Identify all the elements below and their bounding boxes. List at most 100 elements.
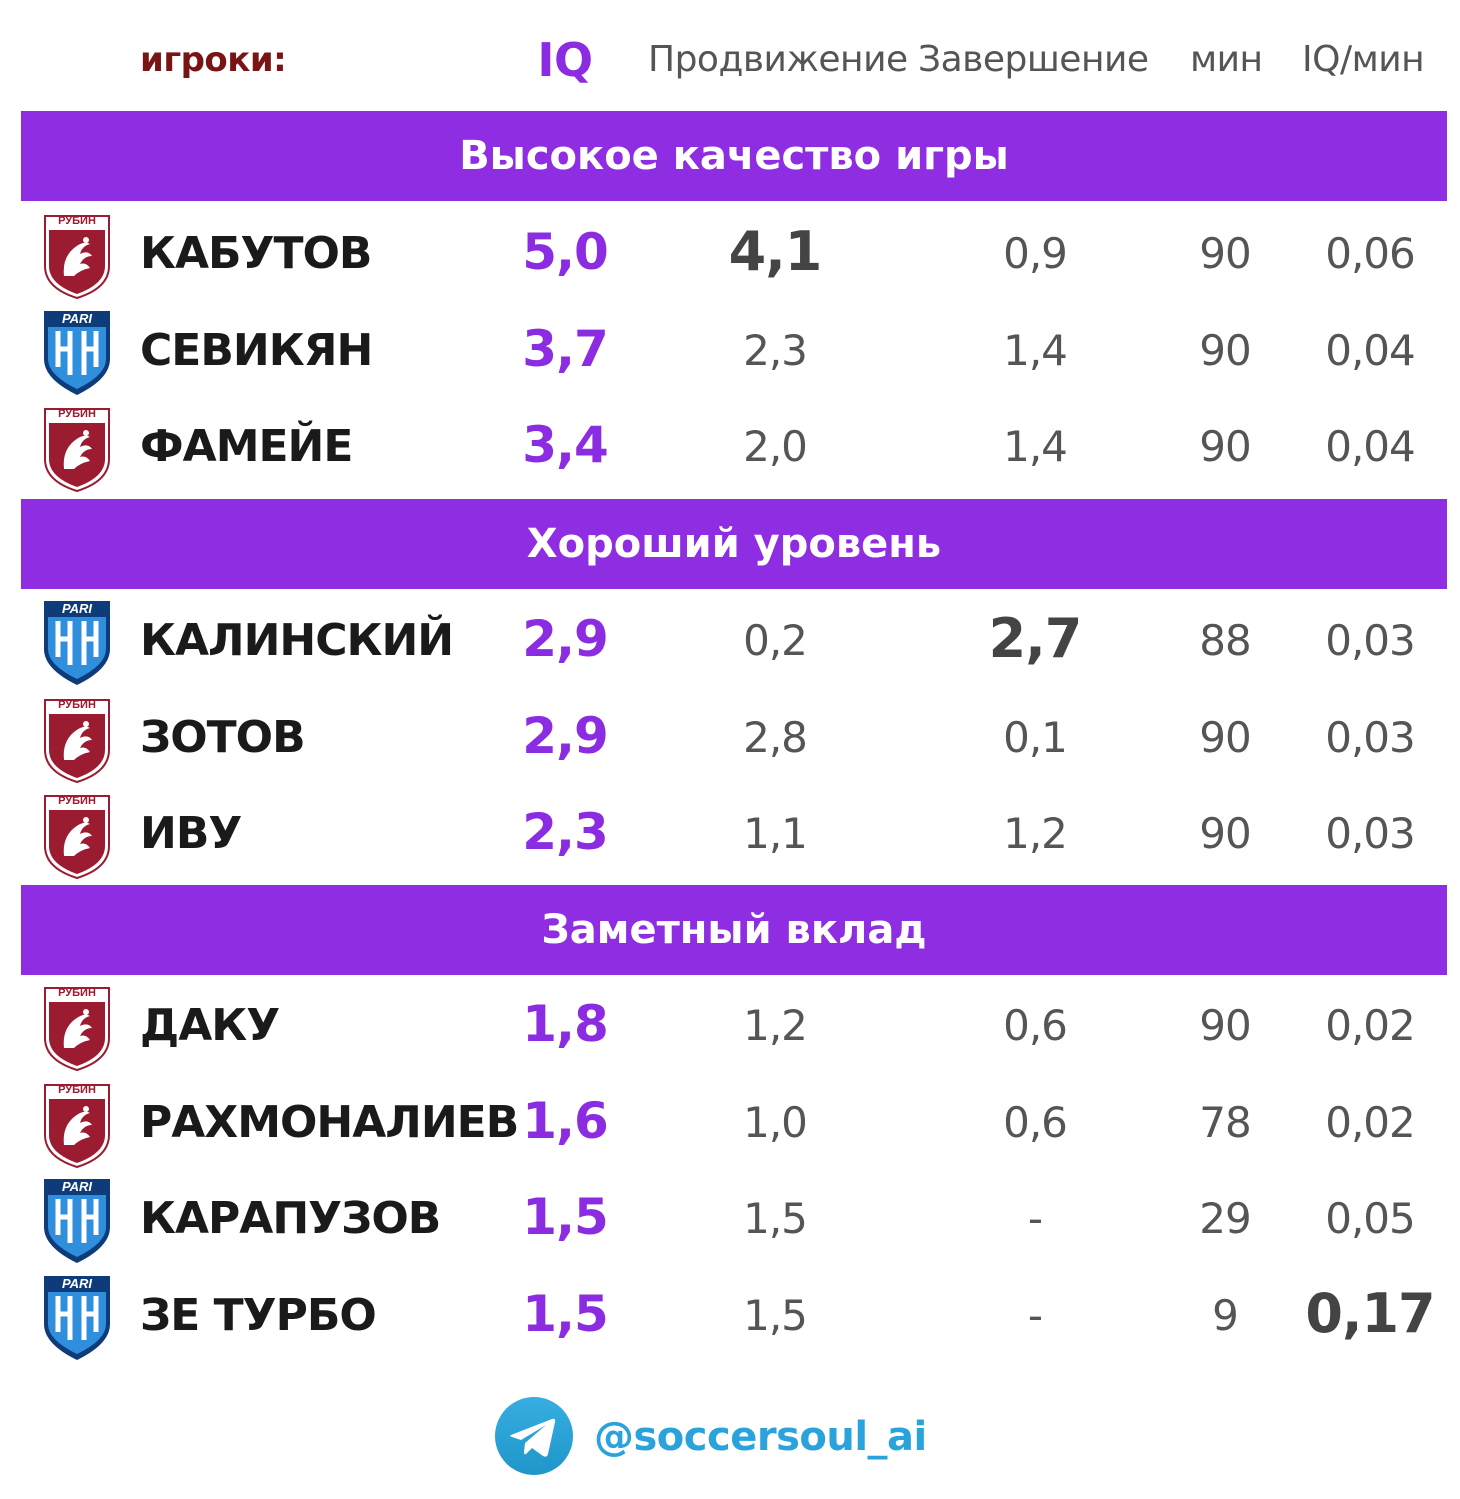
player-row: PARI КАЛИНСКИЙ 2,9 0,2 2,7 88 0,03 — [0, 593, 1460, 689]
finishing-value: 0,1 — [1003, 712, 1068, 762]
player-row: РУБИН РАХМОНАЛИЕВ 1,6 1,0 0,6 78 0,02 — [0, 1075, 1460, 1171]
finishing-value: 1,4 — [1003, 325, 1068, 375]
progression-value: 2,3 — [743, 325, 808, 375]
group-header: Высокое качество игры — [21, 111, 1447, 201]
iq-value: 1,5 — [522, 1284, 609, 1343]
iq-per-min-value: 0,06 — [1325, 229, 1416, 278]
finishing-value: - — [1027, 1194, 1043, 1243]
minutes-value: 90 — [1199, 422, 1251, 471]
player-row: РУБИН ДАКУ 1,8 1,2 0,6 90 0,02 — [0, 978, 1460, 1074]
iq-value: 3,7 — [522, 319, 609, 378]
progression-value: 1,5 — [743, 1194, 808, 1243]
rubin-logo-icon: РУБИН — [44, 795, 110, 880]
iq-per-min-value: 0,03 — [1325, 809, 1416, 858]
svg-text:РУБИН: РУБИН — [58, 408, 96, 420]
player-name: ИВУ — [140, 808, 242, 859]
svg-text:PARI: PARI — [62, 1276, 92, 1291]
player-row: РУБИН КАБУТОВ 5,0 4,1 0,9 90 0,06 — [0, 206, 1460, 302]
minutes-value: 78 — [1199, 1097, 1251, 1147]
svg-text:РУБИН: РУБИН — [58, 1084, 96, 1096]
player-row: РУБИН ИВУ 2,3 1,1 1,2 90 0,03 — [0, 786, 1460, 882]
svg-text:PARI: PARI — [62, 1179, 92, 1194]
progression-value: 4,1 — [728, 220, 823, 283]
iq-per-min-value: 0,05 — [1325, 1194, 1416, 1243]
player-name: ЗЕ ТУРБО — [140, 1289, 377, 1341]
header-minutes: мин — [1190, 39, 1263, 80]
player-name: КАРАПУЗОВ — [140, 1193, 441, 1244]
header-iq: IQ — [537, 33, 593, 87]
minutes-value: 9 — [1212, 1290, 1239, 1340]
svg-text:РУБИН: РУБИН — [58, 795, 96, 807]
svg-text:РУБИН: РУБИН — [58, 215, 96, 227]
minutes-value: 90 — [1199, 1001, 1251, 1050]
minutes-value: 90 — [1199, 325, 1251, 375]
finishing-value: 1,2 — [1003, 809, 1068, 858]
iq-value: 5,0 — [522, 223, 609, 281]
minutes-value: 90 — [1199, 229, 1251, 278]
iq-value: 2,9 — [522, 706, 609, 765]
progression-value: 2,8 — [743, 712, 808, 762]
player-name: ДАКУ — [140, 1000, 280, 1051]
progression-value: 1,2 — [743, 1001, 808, 1050]
player-row: PARI ЗЕ ТУРБО 1,5 1,5 - 9 0,17 — [0, 1268, 1460, 1364]
player-row: PARI КАРАПУЗОВ 1,5 1,5 - 29 0,05 — [0, 1171, 1460, 1267]
minutes-value: 90 — [1199, 712, 1251, 762]
group-header: Хороший уровень — [21, 499, 1447, 589]
iq-value: 1,8 — [522, 995, 609, 1053]
iq-value: 1,5 — [522, 1188, 609, 1246]
iq-value: 2,9 — [522, 610, 609, 668]
iq-per-min-value: 0,02 — [1325, 1097, 1416, 1147]
player-name: ФАМЕЙЕ — [140, 421, 353, 472]
rubin-logo-icon: РУБИН — [44, 987, 110, 1072]
player-name: КАЛИНСКИЙ — [140, 615, 454, 666]
iq-value: 1,6 — [522, 1091, 609, 1150]
finishing-value: - — [1027, 1290, 1043, 1340]
header-iq-per-min: IQ/мин — [1302, 39, 1425, 80]
progression-value: 1,1 — [743, 809, 808, 858]
player-name: ЗОТОВ — [140, 711, 306, 763]
progression-value: 2,0 — [743, 422, 808, 471]
iq-per-min-value: 0,04 — [1325, 422, 1416, 471]
svg-text:РУБИН: РУБИН — [58, 987, 96, 999]
rubin-logo-icon: РУБИН — [44, 698, 110, 783]
svg-text:PARI: PARI — [62, 311, 92, 326]
finishing-value: 0,6 — [1003, 1001, 1068, 1050]
iq-per-min-value: 0,03 — [1325, 712, 1416, 762]
player-row: PARI СЕВИКЯН 3,7 2,3 1,4 90 0,04 — [0, 303, 1460, 399]
iq-per-min-value: 0,03 — [1325, 616, 1416, 665]
progression-value: 1,5 — [743, 1290, 808, 1340]
rubin-logo-icon: РУБИН — [44, 1083, 110, 1168]
progression-value: 0,2 — [743, 616, 808, 665]
header-finishing: Завершение — [918, 39, 1149, 80]
header-progression: Продвижение — [648, 39, 908, 80]
pari-logo-icon: PARI — [44, 1275, 110, 1360]
minutes-value: 29 — [1199, 1194, 1251, 1243]
finishing-value: 0,6 — [1003, 1097, 1068, 1147]
iq-value: 2,3 — [522, 803, 609, 861]
player-row: РУБИН ФАМЕЙЕ 3,4 2,0 1,4 90 0,04 — [0, 399, 1460, 495]
iq-per-min-value: 0,17 — [1305, 1281, 1435, 1345]
svg-text:PARI: PARI — [62, 601, 92, 616]
minutes-value: 88 — [1199, 616, 1251, 665]
finishing-value: 1,4 — [1003, 422, 1068, 471]
pari-logo-icon: PARI — [44, 1179, 110, 1263]
pari-logo-icon: PARI — [44, 310, 110, 395]
player-row: РУБИН ЗОТОВ 2,9 2,8 0,1 90 0,03 — [0, 690, 1460, 786]
pari-logo-icon: PARI — [44, 601, 110, 685]
telegram-handle[interactable]: @soccersoul_ai — [594, 1414, 927, 1460]
player-name: КАБУТОВ — [140, 228, 372, 279]
group-header: Заметный вклад — [21, 885, 1447, 975]
rubin-logo-icon: РУБИН — [44, 215, 110, 300]
iq-per-min-value: 0,04 — [1325, 325, 1416, 375]
progression-value: 1,0 — [743, 1097, 808, 1147]
iq-value: 3,4 — [522, 416, 609, 474]
rubin-logo-icon: РУБИН — [44, 408, 110, 493]
player-name: РАХМОНАЛИЕВ — [140, 1096, 519, 1148]
minutes-value: 90 — [1199, 809, 1251, 858]
svg-text:РУБИН: РУБИН — [58, 699, 96, 711]
header-players: игроки: — [140, 40, 287, 80]
iq-per-min-value: 0,02 — [1325, 1001, 1416, 1050]
player-name: СЕВИКЯН — [140, 324, 373, 376]
telegram-icon[interactable] — [494, 1396, 574, 1476]
finishing-value: 0,9 — [1003, 229, 1068, 278]
